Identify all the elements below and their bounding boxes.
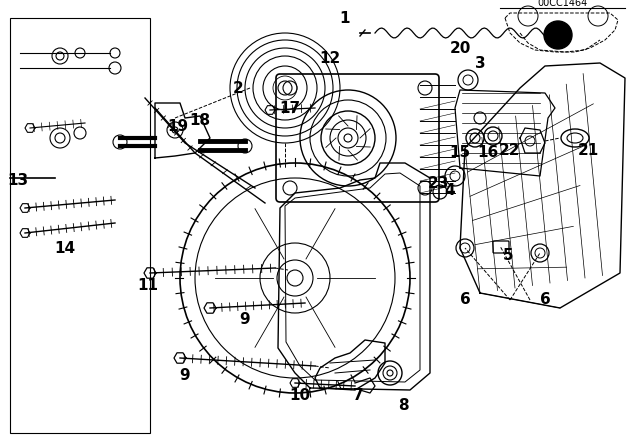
Text: 18: 18 — [189, 112, 211, 128]
Text: 21: 21 — [577, 142, 598, 158]
Text: 17: 17 — [280, 100, 301, 116]
Text: 5: 5 — [502, 249, 513, 263]
Text: 10: 10 — [289, 388, 310, 404]
Circle shape — [544, 21, 572, 49]
Bar — [10, 18, 150, 433]
Text: 6: 6 — [460, 293, 470, 307]
Text: 23: 23 — [428, 176, 449, 190]
Text: 1: 1 — [340, 10, 350, 26]
Text: 14: 14 — [54, 241, 76, 255]
Text: 22: 22 — [499, 142, 521, 158]
Text: 7: 7 — [353, 388, 364, 404]
Text: 4: 4 — [445, 182, 455, 198]
Text: 2: 2 — [232, 81, 243, 95]
Text: 9: 9 — [240, 313, 250, 327]
Text: 16: 16 — [477, 145, 499, 159]
Text: 11: 11 — [138, 279, 159, 293]
Text: 13: 13 — [8, 172, 29, 188]
Text: 20: 20 — [449, 40, 470, 56]
Text: 12: 12 — [319, 51, 340, 65]
Text: 19: 19 — [168, 119, 189, 134]
Text: 8: 8 — [397, 399, 408, 414]
Text: 6: 6 — [540, 293, 550, 307]
Text: 3: 3 — [475, 56, 485, 70]
Text: 00CC1464: 00CC1464 — [538, 0, 588, 8]
Text: 9: 9 — [180, 369, 190, 383]
Text: 15: 15 — [449, 145, 470, 159]
